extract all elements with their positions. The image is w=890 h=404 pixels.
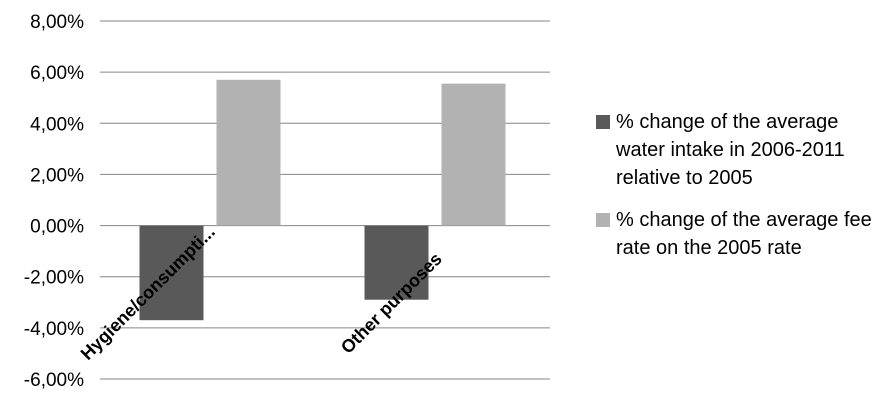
legend-swatch-fee-rate bbox=[596, 213, 610, 227]
y-tick-label: 8,00% bbox=[30, 12, 84, 33]
y-tick-label: -6,00% bbox=[24, 370, 84, 391]
y-tick-label: 4,00% bbox=[30, 114, 84, 135]
y-tick-label: -4,00% bbox=[24, 319, 84, 340]
bar-water-intake-2 bbox=[364, 225, 429, 300]
bar-fee-rate-2 bbox=[441, 83, 506, 226]
legend-swatch-water-intake bbox=[596, 115, 610, 129]
legend-label-water-intake: % change of the average water intake in … bbox=[616, 111, 845, 189]
legend: % change of the average water intake in … bbox=[596, 108, 886, 276]
bar-water-intake-1 bbox=[139, 225, 204, 321]
legend-label-fee-rate: % change of the average fee rate on the … bbox=[616, 209, 872, 259]
y-axis-tick-labels: 8,00% 6,00% 4,00% 2,00% 0,00% -2,00% -4,00% -6,… bbox=[24, 12, 84, 391]
y-tick-label: 6,00% bbox=[30, 63, 84, 84]
legend-item-fee-rate: % change of the average fee rate on the … bbox=[596, 206, 886, 262]
y-tick-label: -2,00% bbox=[24, 268, 84, 289]
y-tick-label: 0,00% bbox=[30, 217, 84, 238]
legend-item-water-intake: % change of the average water intake in … bbox=[596, 108, 886, 192]
bars bbox=[139, 79, 506, 321]
y-tick-label: 2,00% bbox=[30, 165, 84, 186]
bar-fee-rate-1 bbox=[216, 79, 281, 226]
